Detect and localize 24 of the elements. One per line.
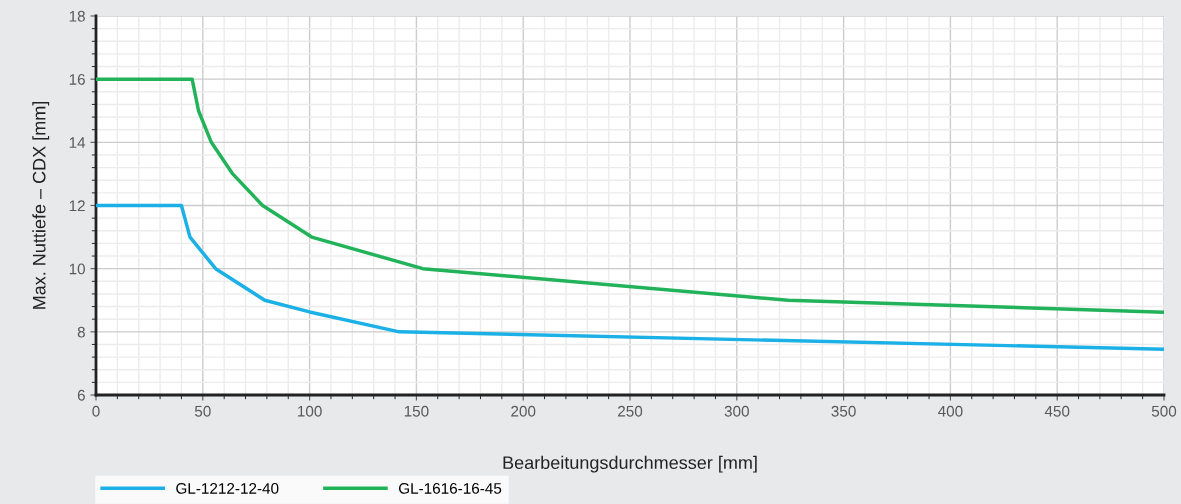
y-tick-label: 8 <box>77 326 85 338</box>
x-tick-label: 200 <box>511 405 536 417</box>
line-series <box>96 77 1164 314</box>
legend-label: GL-1616-16-45 <box>398 483 502 494</box>
y-tick-label: 18 <box>69 10 85 22</box>
x-tick-label: 500 <box>1151 405 1177 417</box>
y-tick-label: 14 <box>69 137 86 148</box>
x-tick-label: 300 <box>724 405 749 417</box>
x-tick-label: 400 <box>938 405 963 417</box>
y-tick-label: 16 <box>69 74 85 85</box>
x-tick-label: 50 <box>194 405 211 417</box>
x-tick-label: 450 <box>1044 405 1070 417</box>
y-tick-label: 10 <box>69 263 85 275</box>
x-tick-label: 350 <box>831 405 856 417</box>
line-series <box>96 203 1164 351</box>
y-tick-label: 6 <box>77 389 85 401</box>
legend-label: GL-1212-12-40 <box>176 483 279 494</box>
x-tick-label: 0 <box>92 405 100 417</box>
x-tick-label: 100 <box>298 405 322 417</box>
x-tick-label: 250 <box>618 405 643 417</box>
y-tick-label: 12 <box>69 200 85 212</box>
y-axis-title: Max. Nuttiefe – CDX [mm] <box>32 101 50 309</box>
x-axis-title: Bearbeitungsdurchmesser [mm] <box>503 455 757 473</box>
x-tick-label: 150 <box>404 405 429 417</box>
